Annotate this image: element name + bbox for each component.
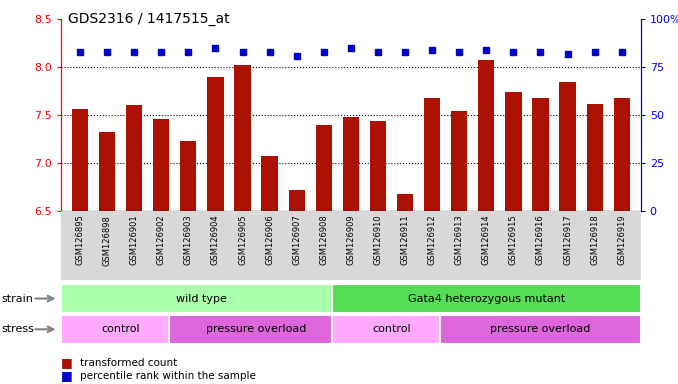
- Text: GSM126919: GSM126919: [617, 215, 626, 265]
- Text: transformed count: transformed count: [80, 358, 177, 368]
- Bar: [343, 117, 359, 211]
- Bar: [586, 104, 603, 211]
- Bar: [614, 98, 630, 211]
- Text: GSM126905: GSM126905: [238, 215, 247, 265]
- Text: GSM126907: GSM126907: [292, 215, 301, 265]
- Text: pressure overload: pressure overload: [490, 324, 591, 334]
- Text: GSM126909: GSM126909: [346, 215, 355, 265]
- Text: GDS2316 / 1417515_at: GDS2316 / 1417515_at: [68, 12, 229, 25]
- Text: ■: ■: [61, 356, 73, 369]
- Text: GSM126898: GSM126898: [102, 215, 112, 265]
- Text: wild type: wild type: [176, 293, 227, 304]
- Text: GSM126912: GSM126912: [428, 215, 437, 265]
- Text: control: control: [372, 324, 411, 334]
- Text: Gata4 heterozygous mutant: Gata4 heterozygous mutant: [407, 293, 565, 304]
- Text: GSM126918: GSM126918: [590, 215, 599, 265]
- Text: pressure overload: pressure overload: [206, 324, 306, 334]
- Bar: [289, 190, 305, 211]
- Bar: [559, 82, 576, 211]
- Text: GSM126916: GSM126916: [536, 215, 545, 265]
- Text: stress: stress: [1, 324, 34, 334]
- Bar: [207, 77, 224, 211]
- Bar: [332, 284, 641, 313]
- Bar: [451, 111, 467, 211]
- Text: GSM126904: GSM126904: [211, 215, 220, 265]
- Text: GSM126908: GSM126908: [319, 215, 328, 265]
- Bar: [478, 60, 494, 211]
- Text: GSM126895: GSM126895: [75, 215, 85, 265]
- Text: GSM126903: GSM126903: [184, 215, 193, 265]
- Bar: [532, 98, 549, 211]
- Bar: [424, 98, 440, 211]
- Bar: [61, 284, 343, 313]
- Text: GSM126915: GSM126915: [509, 215, 518, 265]
- Bar: [126, 104, 142, 211]
- Bar: [72, 109, 88, 211]
- Bar: [170, 315, 343, 344]
- Text: GSM126901: GSM126901: [129, 215, 139, 265]
- Text: GSM126913: GSM126913: [455, 215, 464, 265]
- Text: GSM126917: GSM126917: [563, 215, 572, 265]
- Text: GSM126911: GSM126911: [401, 215, 410, 265]
- Bar: [332, 315, 451, 344]
- Text: control: control: [101, 324, 140, 334]
- Bar: [397, 194, 413, 211]
- Bar: [153, 119, 170, 211]
- Text: GSM126914: GSM126914: [482, 215, 491, 265]
- Bar: [440, 315, 641, 344]
- Bar: [370, 121, 386, 211]
- Bar: [99, 131, 115, 211]
- Bar: [61, 315, 180, 344]
- Text: percentile rank within the sample: percentile rank within the sample: [80, 371, 256, 381]
- Bar: [180, 141, 197, 211]
- Text: GSM126906: GSM126906: [265, 215, 274, 265]
- Bar: [316, 125, 332, 211]
- Bar: [262, 157, 278, 211]
- Text: GSM126910: GSM126910: [374, 215, 382, 265]
- Text: strain: strain: [1, 293, 33, 304]
- Bar: [235, 65, 251, 211]
- Text: ■: ■: [61, 369, 73, 382]
- Text: GSM126902: GSM126902: [157, 215, 165, 265]
- Bar: [505, 92, 521, 211]
